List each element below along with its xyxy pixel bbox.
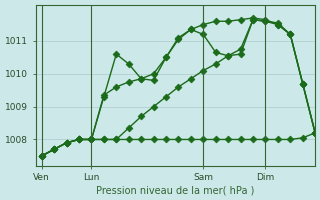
X-axis label: Pression niveau de la mer( hPa ): Pression niveau de la mer( hPa )	[96, 185, 254, 195]
